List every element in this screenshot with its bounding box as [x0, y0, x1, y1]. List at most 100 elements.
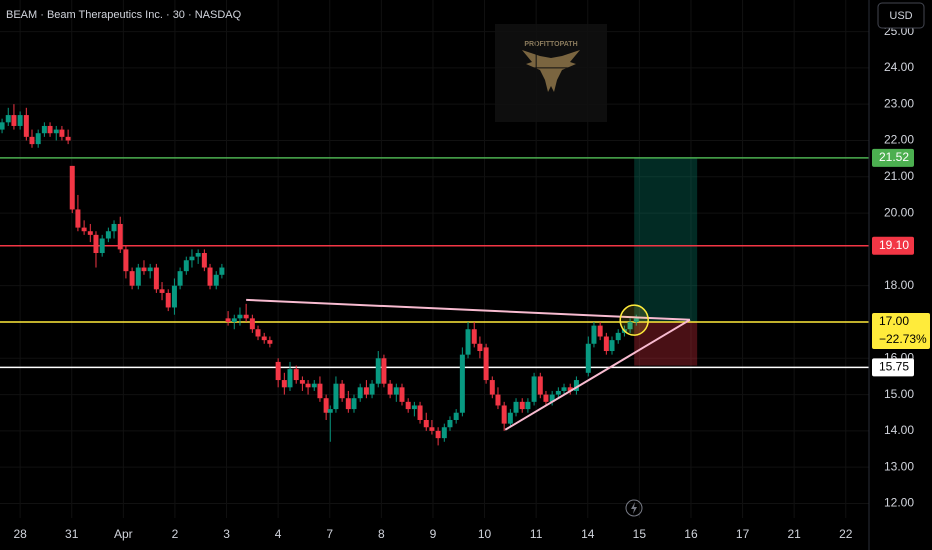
x-tick-label: 15 [633, 527, 647, 541]
currency-button[interactable] [877, 2, 925, 29]
x-tick-label: 11 [530, 527, 543, 541]
x-tick-label: 17 [736, 527, 750, 541]
x-tick-label: 10 [478, 527, 492, 541]
candle-body [99, 238, 105, 254]
candle-body [447, 419, 453, 428]
candle-body [231, 318, 237, 322]
candle-body [243, 314, 249, 319]
x-tick-label: 2 [172, 527, 179, 541]
x-tick-label: 31 [65, 527, 79, 541]
candle-body [531, 376, 537, 402]
candle-body [267, 340, 273, 344]
candle-body [489, 380, 495, 395]
candle-body [29, 136, 35, 145]
candle-body [153, 267, 159, 290]
price-badge [872, 236, 914, 255]
y-tick-label: 21.00 [884, 169, 914, 183]
flash-bolt [631, 502, 637, 514]
candle-body [381, 358, 387, 384]
candle-body [567, 387, 573, 391]
candle-body [299, 380, 305, 384]
candle-body [323, 398, 329, 413]
candle-body [225, 318, 231, 322]
candle-body [423, 419, 429, 428]
price-axis [869, 0, 932, 550]
candle-body [141, 267, 147, 272]
candle-body [177, 271, 183, 286]
candle-body [305, 383, 311, 388]
candle-body [441, 427, 447, 439]
candle-body [53, 129, 59, 134]
candle-body [81, 227, 87, 232]
candle-body [159, 289, 165, 293]
candle-body [597, 325, 603, 337]
candle-body [369, 383, 375, 395]
candle-body [591, 325, 597, 344]
candle-body [195, 253, 201, 257]
candle-body [249, 318, 255, 330]
candle-body [261, 336, 267, 341]
y-tick-label: 24.00 [884, 60, 914, 74]
candle-body [525, 401, 531, 410]
y-tick-label: 18.00 [884, 278, 914, 292]
price-badge [872, 148, 914, 167]
candle-body [165, 292, 171, 308]
x-tick-label: 9 [430, 527, 437, 541]
trendline [246, 298, 690, 321]
y-tick-label: 15.00 [884, 387, 914, 401]
candle-body [129, 271, 135, 286]
candle-body [453, 412, 459, 420]
candle-body [135, 267, 141, 286]
candle-body [327, 409, 333, 413]
candle-body [255, 329, 261, 337]
candle-body [471, 329, 477, 344]
candle-body [69, 165, 75, 210]
candle-body [429, 427, 435, 431]
candle-body [275, 361, 281, 381]
price-badge-label: 19.10 [879, 238, 909, 252]
y-tick-label: 22.00 [884, 133, 914, 147]
candle-body [293, 369, 299, 381]
price-badge-label: 15.75 [879, 360, 909, 374]
candle-body [573, 380, 579, 391]
candle-body [281, 380, 287, 388]
candle-body [495, 394, 501, 406]
candle-body [105, 231, 111, 239]
x-tick-label: 28 [13, 527, 27, 541]
candle-body [219, 267, 225, 275]
x-tick-label: 3 [223, 527, 230, 541]
axis-layer: 12.0013.0014.0015.0016.0018.0020.0021.00… [13, 24, 930, 541]
candle-body [519, 401, 525, 410]
candle-body [339, 383, 345, 399]
trendline [504, 318, 691, 431]
candle-body [603, 336, 609, 352]
candle-body [351, 398, 357, 410]
candle-body [123, 249, 129, 272]
highlight-circle [619, 304, 649, 336]
flash-icon [625, 499, 643, 517]
candle-body [543, 394, 549, 402]
candle-body [501, 405, 507, 424]
candle-body [237, 314, 243, 319]
candle-body [459, 354, 465, 413]
candle-body [345, 398, 351, 410]
candle-body [477, 343, 483, 352]
candle-body [333, 383, 339, 410]
x-tick-label: 8 [378, 527, 385, 541]
candle-body [201, 253, 207, 268]
candle-body [189, 256, 195, 261]
candle-body [513, 401, 519, 413]
price-badge-label: 17.00 [879, 314, 909, 328]
candle-body [465, 329, 471, 355]
x-tick-label: 22 [839, 527, 853, 541]
x-tick-label: 21 [787, 527, 801, 541]
candle-body [411, 405, 417, 410]
x-tick-label: 7 [326, 527, 333, 541]
candle-body [75, 209, 81, 228]
candle-body [287, 369, 293, 388]
candle-body [633, 318, 639, 322]
candle-body [615, 332, 621, 341]
candle-body [627, 321, 633, 330]
